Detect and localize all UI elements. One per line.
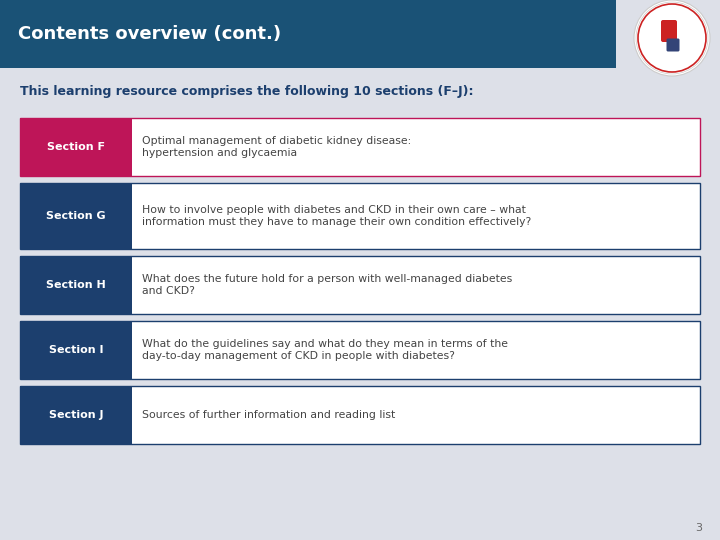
Circle shape (636, 2, 708, 74)
Bar (20, 183, 132, 249)
Text: Section F: Section F (47, 142, 105, 152)
Text: 3: 3 (695, 523, 702, 533)
FancyBboxPatch shape (661, 20, 677, 42)
Text: information must they have to manage their own condition effectively?: information must they have to manage the… (142, 217, 531, 227)
Text: Section I: Section I (49, 345, 103, 355)
Text: and CKD?: and CKD? (142, 286, 195, 296)
Text: Section G: Section G (46, 211, 106, 221)
Bar (20, 118, 132, 176)
Bar (0, 0, 616, 68)
Bar (20, 321, 700, 379)
Bar (20, 256, 700, 314)
Text: hypertension and glycaemia: hypertension and glycaemia (142, 147, 297, 158)
Text: This learning resource comprises the following 10 sections (F–J):: This learning resource comprises the fol… (20, 85, 474, 98)
Bar (20, 118, 700, 176)
Text: What do the guidelines say and what do they mean in terms of the: What do the guidelines say and what do t… (142, 339, 508, 349)
Text: Sources of further information and reading list: Sources of further information and readi… (142, 410, 395, 420)
Text: Optimal management of diabetic kidney disease:: Optimal management of diabetic kidney di… (142, 136, 411, 146)
Circle shape (634, 0, 710, 76)
Text: Section H: Section H (46, 280, 106, 290)
Bar (20, 321, 132, 379)
Text: day-to-day management of CKD in people with diabetes?: day-to-day management of CKD in people w… (142, 350, 455, 361)
Text: How to involve people with diabetes and CKD in their own care – what: How to involve people with diabetes and … (142, 205, 526, 215)
Text: Contents overview (cont.): Contents overview (cont.) (18, 25, 281, 43)
Bar (20, 386, 132, 444)
FancyBboxPatch shape (667, 38, 680, 51)
Bar (20, 386, 700, 444)
Bar (20, 256, 132, 314)
Text: Section J: Section J (49, 410, 103, 420)
Text: What does the future hold for a person with well-managed diabetes: What does the future hold for a person w… (142, 274, 512, 285)
Bar (20, 183, 700, 249)
